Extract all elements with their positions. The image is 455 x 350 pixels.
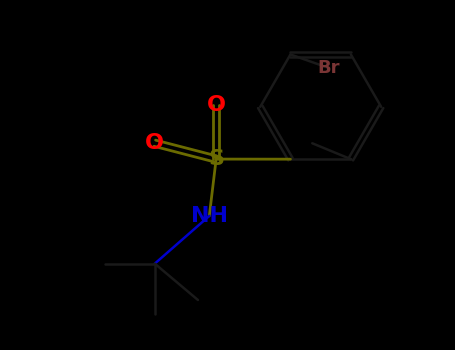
- Text: O: O: [145, 133, 164, 153]
- Text: O: O: [207, 94, 226, 114]
- Text: S: S: [208, 149, 224, 169]
- Text: Br: Br: [318, 59, 340, 77]
- Text: NH: NH: [191, 206, 228, 226]
